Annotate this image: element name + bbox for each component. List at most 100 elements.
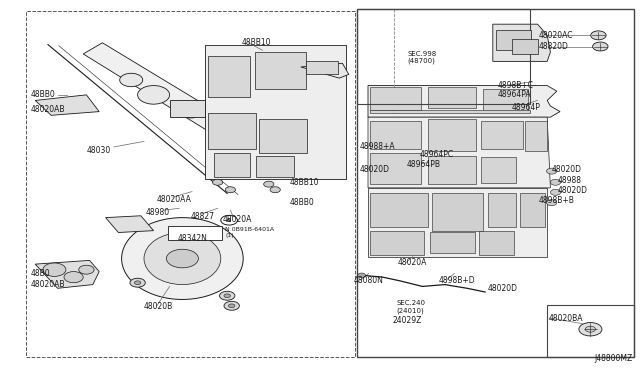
Text: 48020B: 48020B [144,302,173,311]
Text: 48964P: 48964P [512,103,541,112]
Ellipse shape [166,249,198,268]
Bar [547,305,634,357]
Bar [259,119,307,153]
Circle shape [224,294,230,298]
Bar [214,153,250,177]
Bar [26,11,355,357]
Text: 48BB0: 48BB0 [289,198,314,207]
Polygon shape [35,95,99,115]
Text: 4898B+B: 4898B+B [539,196,575,205]
Bar [481,121,523,149]
Circle shape [550,189,561,195]
Bar [428,119,476,151]
Text: 48020A: 48020A [398,258,428,267]
Bar [370,193,428,227]
Text: 48964PA: 48964PA [498,90,532,99]
Bar [520,193,545,227]
Circle shape [547,200,557,206]
Text: 48BB10: 48BB10 [242,38,271,47]
Text: 48020A: 48020A [223,215,252,224]
Bar [370,121,421,149]
Text: 48964PB: 48964PB [406,160,440,169]
Circle shape [593,42,608,51]
Bar [168,226,222,240]
Text: 48030: 48030 [86,146,111,155]
Text: 24029Z: 24029Z [392,316,422,325]
Circle shape [130,278,145,287]
Text: 48020AC: 48020AC [539,31,573,40]
Text: 48020AA: 48020AA [157,195,191,203]
Ellipse shape [122,218,243,299]
Bar [370,231,424,255]
Text: 48827: 48827 [191,212,215,221]
Polygon shape [106,216,154,232]
Text: SEC.240
(24010): SEC.240 (24010) [397,300,426,314]
Circle shape [224,301,239,310]
Bar [512,39,538,54]
Text: 48020D: 48020D [488,284,518,293]
Polygon shape [368,188,547,257]
Circle shape [220,291,235,300]
Text: 48BB10: 48BB10 [289,178,319,187]
Bar [483,89,528,112]
Bar [357,9,530,104]
Text: SEC.998
(48700): SEC.998 (48700) [407,51,436,64]
Bar [208,113,256,149]
Text: 48020AB: 48020AB [31,280,65,289]
Circle shape [358,273,365,278]
Bar [370,87,421,110]
Ellipse shape [173,102,198,118]
Circle shape [79,265,94,274]
Polygon shape [368,86,560,117]
Bar [479,231,514,255]
Bar [496,30,531,50]
Text: 48B0: 48B0 [31,269,51,278]
Bar [428,87,476,108]
Bar [205,45,346,179]
Circle shape [225,187,236,193]
Text: 48988+A: 48988+A [360,142,396,151]
Text: 48964PC: 48964PC [420,150,454,159]
Bar [430,232,475,253]
Circle shape [221,215,237,225]
Bar [370,153,421,184]
Polygon shape [301,63,349,78]
Circle shape [547,168,557,174]
Bar [428,156,476,184]
Text: 48020D: 48020D [360,165,390,174]
Text: 48BB0: 48BB0 [31,90,56,99]
Bar [256,156,294,177]
Text: 48020D: 48020D [552,165,582,174]
Bar [255,52,306,89]
Bar [306,61,338,74]
Text: 48080N: 48080N [354,276,384,285]
Ellipse shape [144,232,221,285]
Circle shape [270,187,280,193]
Text: 48980: 48980 [146,208,170,217]
Circle shape [228,304,235,308]
Text: 48820D: 48820D [539,42,569,51]
Text: J48800MZ: J48800MZ [594,354,632,363]
Circle shape [585,326,595,332]
Text: 48020AB: 48020AB [31,105,65,114]
Text: 4898B+D: 4898B+D [438,276,475,285]
Bar [488,193,516,227]
Bar [357,9,634,357]
Circle shape [264,181,274,187]
Bar [525,121,547,151]
Bar [432,193,483,231]
Text: 48020D: 48020D [558,186,588,195]
Polygon shape [368,117,550,188]
Text: N: N [227,218,231,223]
Text: N 0B91B-6401A
(1): N 0B91B-6401A (1) [225,227,275,238]
Circle shape [550,179,561,185]
Circle shape [591,31,606,40]
Polygon shape [493,24,550,61]
Bar [370,110,530,113]
Circle shape [212,179,223,185]
Text: 48342N: 48342N [178,234,208,243]
Text: 48988: 48988 [558,176,582,185]
Bar [481,157,516,183]
Text: 48020BA: 48020BA [549,314,584,323]
Bar [170,100,205,117]
